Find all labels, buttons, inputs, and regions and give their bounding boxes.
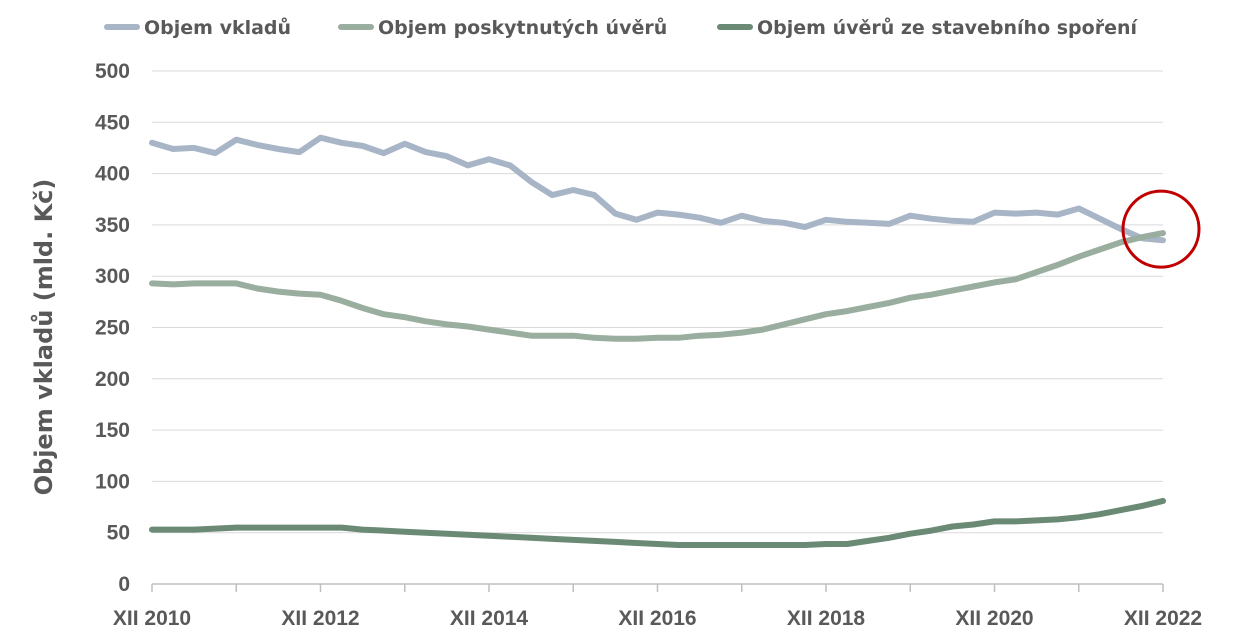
- series-line-1: [149, 134, 1166, 244]
- gridlines: [152, 70, 1163, 534]
- y-tick-label: 400: [95, 163, 130, 186]
- y-tick-label: 0: [118, 573, 130, 596]
- y-tick-label: 450: [95, 111, 130, 134]
- legend-label: Objem vkladů: [144, 16, 291, 39]
- x-tick-label: XII 2022: [1124, 607, 1202, 630]
- highlight-circle: [1121, 189, 1201, 269]
- series-line-2: [149, 230, 1166, 342]
- x-tick-label: XII 2012: [281, 607, 359, 630]
- y-tick-label: 50: [107, 522, 130, 545]
- y-tick-label: 350: [95, 214, 130, 237]
- y-tick-label: 250: [95, 317, 130, 340]
- x-tick-label: XII 2014: [450, 607, 529, 630]
- series-lines: [149, 134, 1166, 548]
- legend-label: Objem poskytnutých úvěrů: [378, 16, 667, 39]
- legend-label: Objem úvěrů ze stavebního spoření: [757, 16, 1138, 39]
- y-tick-label: 500: [95, 60, 130, 83]
- y-tick-label: 300: [95, 265, 130, 288]
- y-tick-label: 100: [95, 470, 130, 493]
- x-tick-label: XII 2016: [618, 607, 696, 630]
- x-axis: XII 2010 XII 2012 XII 2014 XII 2016 XII 2018…: [113, 583, 1202, 630]
- legend: Objem vkladů Objem poskytnutých úvěrů Obje…: [104, 16, 1138, 39]
- y-axis-title: Objem vkladů (mld. Kč): [30, 179, 58, 496]
- series-line-3: [149, 497, 1166, 548]
- x-tick-label: XII 2020: [955, 607, 1033, 630]
- x-tick-label: XII 2010: [113, 607, 191, 630]
- y-tick-label: 150: [95, 419, 130, 442]
- y-axis-ticks: 0 50 100 150 200 250 300 350 400 450 500: [95, 60, 130, 596]
- annotations: [1121, 189, 1201, 269]
- y-tick-label: 200: [95, 368, 130, 391]
- x-tick-label: XII 2018: [787, 607, 866, 630]
